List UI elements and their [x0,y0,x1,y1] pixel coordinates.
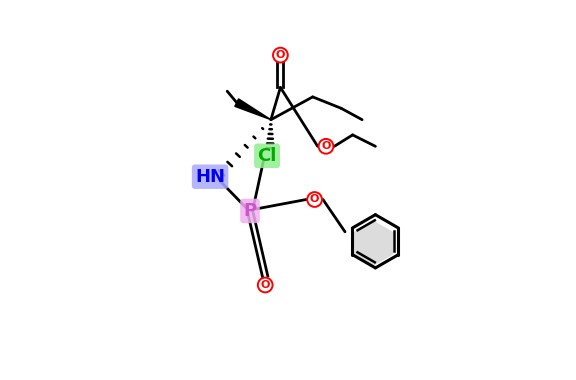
Circle shape [260,279,271,291]
Circle shape [317,138,334,155]
Circle shape [272,47,289,63]
Text: O: O [276,50,285,60]
Text: O: O [310,195,319,204]
Circle shape [309,194,320,205]
Circle shape [275,49,286,61]
Text: O: O [260,280,270,290]
Circle shape [257,277,274,293]
Polygon shape [235,99,271,120]
Polygon shape [354,220,393,266]
Text: P: P [244,202,256,220]
Text: Cl: Cl [257,147,277,165]
Circle shape [306,191,323,208]
Text: HN: HN [195,168,225,186]
Circle shape [320,141,332,152]
Text: O: O [321,141,331,151]
